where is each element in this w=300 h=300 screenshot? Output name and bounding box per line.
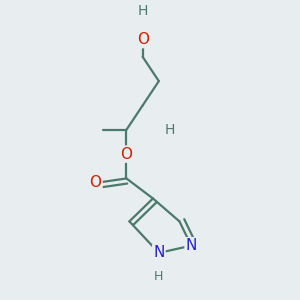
Text: N: N (185, 238, 197, 253)
Text: H: H (154, 270, 164, 283)
Text: H: H (137, 4, 148, 18)
Text: O: O (120, 147, 132, 162)
Text: O: O (89, 175, 101, 190)
Text: N: N (153, 245, 164, 260)
Text: O: O (136, 32, 148, 47)
Text: H: H (165, 123, 175, 137)
